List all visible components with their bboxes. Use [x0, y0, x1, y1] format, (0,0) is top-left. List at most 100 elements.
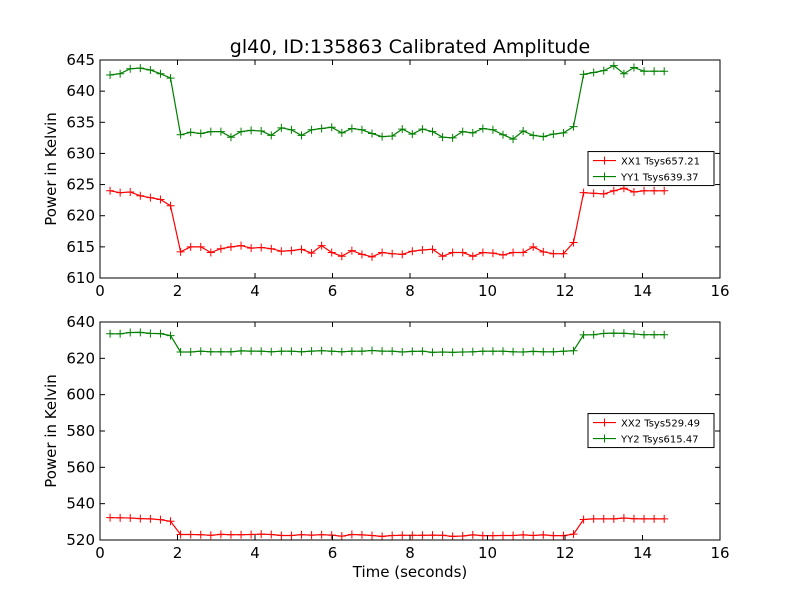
data-point [448, 532, 457, 541]
data-point [589, 330, 598, 339]
data-point [277, 347, 286, 356]
x-tick-label: 10 [478, 544, 497, 562]
legend-marker [600, 418, 609, 427]
y-tick-label: 630 [66, 144, 95, 162]
data-point [408, 130, 417, 139]
data-point [297, 245, 306, 254]
data-point [247, 126, 256, 135]
data-point [458, 532, 467, 541]
data-point [388, 249, 397, 258]
data-point [388, 347, 397, 356]
series-line-2-1 [110, 517, 665, 538]
x-tick-label: 6 [328, 282, 338, 300]
x-tick-label: 8 [405, 544, 415, 562]
data-point [277, 531, 286, 540]
x-tick-label: 16 [710, 544, 729, 562]
data-point [186, 128, 195, 137]
data-point [176, 130, 185, 139]
data-point [116, 513, 125, 522]
data-point [448, 248, 457, 257]
data-point [106, 329, 115, 338]
data-point [640, 330, 649, 339]
data-point [206, 248, 215, 257]
x-tick-label: 4 [250, 544, 260, 562]
data-point [418, 347, 427, 356]
data-point [166, 517, 175, 526]
data-point [226, 530, 235, 539]
y-tick-label: 620 [66, 349, 95, 367]
data-point [287, 347, 296, 356]
data-point [317, 124, 326, 133]
data-point [529, 242, 538, 251]
data-point [398, 250, 407, 259]
data-point [509, 347, 518, 356]
data-point [629, 188, 638, 197]
data-point [176, 247, 185, 256]
y-axis-label: Power in Kelvin [42, 374, 60, 488]
data-point [599, 329, 608, 338]
data-point [357, 250, 366, 259]
data-point [549, 249, 558, 258]
data-point [136, 64, 145, 73]
data-point [106, 70, 115, 79]
data-point [337, 347, 346, 356]
subplot-2: 0 2 4 6 8 10 12 14 16 520 540 560 580 600 620 640 Power … [42, 313, 730, 581]
data-point [539, 347, 548, 356]
data-point [216, 127, 225, 136]
data-point [166, 331, 175, 340]
data-point [388, 531, 397, 540]
data-point [398, 531, 407, 540]
data-point [126, 514, 135, 523]
data-point [257, 530, 266, 539]
data-point [509, 135, 518, 144]
data-point [267, 244, 276, 253]
y-tick-label: 610 [66, 269, 95, 287]
data-point [317, 346, 326, 355]
data-point [529, 347, 538, 356]
data-point [428, 531, 437, 540]
data-point [196, 129, 205, 138]
data-point [569, 238, 578, 247]
data-point [267, 131, 276, 140]
data-point [529, 131, 538, 140]
data-point [589, 68, 598, 77]
data-point [116, 188, 125, 197]
data-point [458, 127, 467, 136]
data-point [569, 122, 578, 131]
data-point [640, 186, 649, 195]
data-point [357, 347, 366, 356]
data-point [609, 329, 618, 338]
data-point [650, 330, 659, 339]
data-point [458, 347, 467, 356]
x-tick-label: 14 [633, 544, 652, 562]
legend-marker [600, 434, 609, 443]
data-point [579, 188, 588, 197]
data-point [287, 246, 296, 255]
data-point [317, 241, 326, 250]
data-point [579, 70, 588, 79]
data-point [378, 132, 387, 141]
data-point [438, 252, 447, 261]
data-point [559, 531, 568, 540]
data-point [136, 191, 145, 200]
x-tick-label: 10 [478, 282, 497, 300]
data-point [186, 530, 195, 539]
x-tick-label: 14 [633, 282, 652, 300]
y-axis-label: Power in Kelvin [42, 112, 60, 226]
data-point [418, 531, 427, 540]
legend-marker [600, 172, 609, 181]
data-point [196, 242, 205, 251]
data-point [650, 67, 659, 76]
data-point [519, 347, 528, 356]
data-point [579, 330, 588, 339]
data-point [499, 531, 507, 540]
data-point [186, 242, 195, 251]
data-point [609, 186, 618, 195]
x-tick-label: 16 [710, 282, 729, 300]
data-point [156, 329, 165, 338]
data-point [458, 248, 467, 257]
data-point [156, 195, 165, 204]
data-point [609, 514, 618, 523]
data-point [619, 514, 628, 523]
data-point [267, 530, 276, 539]
